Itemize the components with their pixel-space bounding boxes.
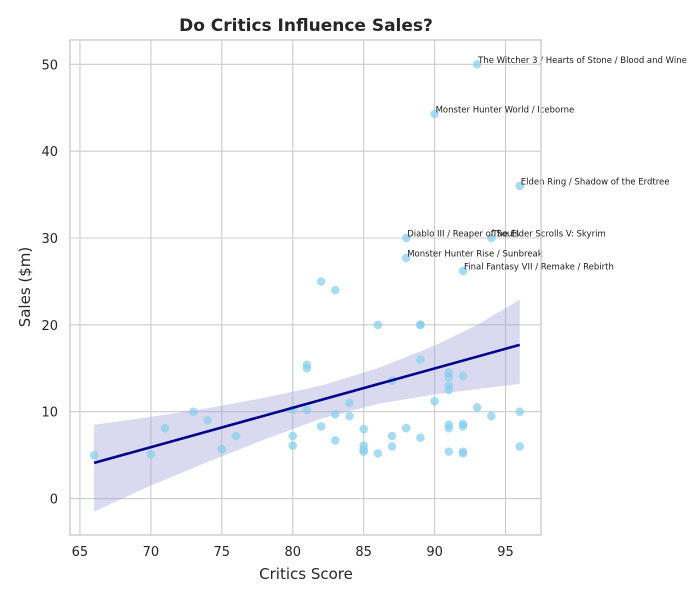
data-point bbox=[316, 277, 326, 286]
data-point bbox=[416, 355, 425, 364]
x-axis-ticks: 65 70 75 80 85 90 95 bbox=[72, 545, 514, 560]
data-point bbox=[430, 109, 439, 119]
data-point bbox=[160, 423, 170, 433]
data-point bbox=[330, 285, 340, 295]
x-tick-label: 65 bbox=[72, 545, 89, 560]
data-point bbox=[231, 431, 241, 441]
point-annotation: Monster Hunter World / Iceborne bbox=[436, 105, 575, 115]
point-annotation: Diablo III / Reaper of Souls bbox=[407, 230, 520, 240]
y-tick-label: 10 bbox=[41, 406, 58, 421]
data-point bbox=[416, 433, 425, 443]
data-point bbox=[472, 403, 482, 412]
data-point bbox=[146, 449, 156, 459]
data-point bbox=[330, 409, 340, 419]
point-annotation: Final Fantasy VII / Remake / Rebirth bbox=[464, 263, 614, 273]
data-point bbox=[89, 450, 99, 460]
regression-line-path bbox=[93, 343, 521, 465]
data-point bbox=[430, 396, 439, 406]
data-point bbox=[217, 444, 227, 454]
data-point bbox=[316, 422, 326, 431]
x-axis-label: Critics Score bbox=[259, 565, 353, 583]
data-point bbox=[302, 363, 312, 373]
data-point bbox=[401, 253, 411, 263]
y-tick-label: 0 bbox=[50, 493, 58, 508]
point-annotation: The Witcher 3 / Hearts of Stone / Blood … bbox=[477, 56, 687, 66]
plot-frame bbox=[69, 39, 542, 536]
data-point bbox=[515, 181, 525, 191]
data-point bbox=[444, 447, 454, 456]
data-point bbox=[203, 416, 212, 425]
data-point bbox=[288, 441, 298, 450]
data-point bbox=[444, 372, 454, 382]
confidence-band-area bbox=[94, 299, 520, 512]
y-tick-label: 50 bbox=[41, 58, 58, 73]
data-point bbox=[302, 405, 312, 415]
data-point bbox=[472, 60, 482, 69]
data-point bbox=[330, 436, 340, 445]
x-tick-label: 80 bbox=[284, 545, 301, 560]
annotations: Diablo III / Reaper of Souls Monster Hunt… bbox=[407, 56, 687, 273]
y-tick-label: 40 bbox=[41, 145, 58, 160]
data-point bbox=[487, 411, 496, 421]
data-point bbox=[458, 422, 468, 431]
data-point bbox=[515, 442, 525, 451]
data-point bbox=[345, 411, 354, 421]
point-annotation: Elden Ring / Shadow of the Erdtree bbox=[521, 177, 670, 187]
grid bbox=[70, 40, 541, 535]
x-tick-label: 70 bbox=[143, 545, 160, 560]
data-point bbox=[487, 233, 496, 243]
x-tick-label: 95 bbox=[497, 545, 514, 560]
y-axis-ticks: 0 10 20 30 40 50 bbox=[41, 58, 58, 507]
point-annotation: Monster Hunter Rise / Sunbreak bbox=[407, 249, 543, 259]
data-point bbox=[401, 233, 411, 243]
data-point bbox=[387, 442, 397, 451]
data-point bbox=[458, 449, 468, 458]
data-point bbox=[401, 423, 411, 433]
x-tick-label: 85 bbox=[355, 545, 372, 560]
data-point bbox=[345, 398, 354, 408]
data-point bbox=[444, 385, 454, 395]
data-point bbox=[515, 407, 525, 416]
chart-title: Do Critics Influence Sales? bbox=[179, 16, 433, 36]
confidence-band bbox=[94, 299, 520, 512]
data-point bbox=[288, 431, 298, 441]
x-tick-label: 75 bbox=[214, 545, 231, 560]
y-tick-label: 30 bbox=[41, 232, 58, 247]
data-point bbox=[458, 266, 468, 276]
data-point bbox=[189, 407, 198, 416]
y-tick-label: 20 bbox=[41, 319, 58, 334]
data-point bbox=[359, 447, 368, 456]
data-point bbox=[416, 320, 425, 330]
data-point bbox=[373, 320, 383, 330]
data-point bbox=[387, 431, 397, 441]
data-point bbox=[444, 423, 454, 433]
x-tick-label: 90 bbox=[426, 545, 443, 560]
point-annotation: The Elder Scrolls V: Skyrim bbox=[491, 230, 605, 240]
regression-line bbox=[93, 343, 521, 465]
data-point bbox=[458, 371, 468, 381]
data-point bbox=[373, 449, 383, 458]
y-axis-label: Sales ($m) bbox=[16, 247, 34, 328]
data-points bbox=[89, 60, 525, 460]
data-point bbox=[359, 424, 368, 434]
plot-border bbox=[69, 39, 542, 536]
